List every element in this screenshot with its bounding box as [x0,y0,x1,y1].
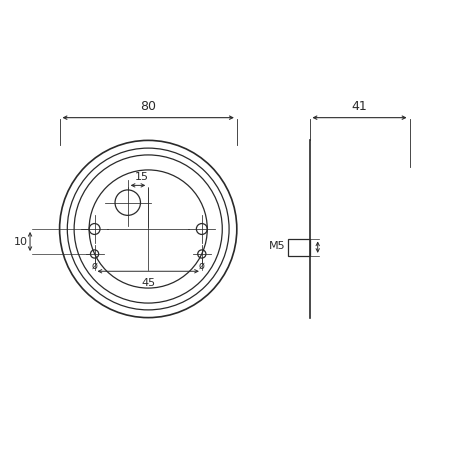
Text: 41: 41 [351,100,367,112]
Text: 45: 45 [141,278,155,287]
Text: 80: 80 [140,100,156,112]
Text: M5: M5 [268,241,285,250]
Text: 10: 10 [14,237,28,247]
Text: ø: ø [91,260,97,270]
Text: ø: ø [198,260,204,270]
Text: 15: 15 [134,172,148,181]
Bar [287,239,309,256]
